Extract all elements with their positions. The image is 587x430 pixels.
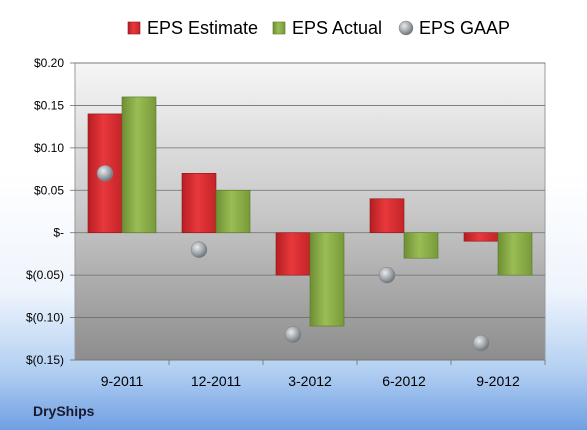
x-tick-label: 6-2012 xyxy=(382,373,426,389)
x-tick-label: 12-2011 xyxy=(191,373,242,389)
legend-swatch-estimate xyxy=(127,21,141,35)
legend-label-actual: EPS Actual xyxy=(292,18,382,38)
gaap-markers xyxy=(96,165,490,352)
eps-actual-bar xyxy=(497,232,533,276)
y-tick-label: $(0.15) xyxy=(26,353,64,367)
eps-estimate-bar xyxy=(181,173,217,234)
x-tick-label: 9-2011 xyxy=(101,373,144,389)
eps-gaap-marker xyxy=(378,266,396,284)
y-axis: $0.20 $0.15 $0.10 $0.05 $- $(0.05) $(0.10) $(0.… xyxy=(26,56,75,367)
eps-gaap-marker xyxy=(284,326,302,343)
y-tick-label: $(0.10) xyxy=(26,311,64,325)
y-tick-label: $0.05 xyxy=(34,183,64,197)
y-tick-label: $0.10 xyxy=(34,141,64,155)
y-tick-label: $(0.05) xyxy=(26,268,64,282)
x-tick-label: 9-2012 xyxy=(476,373,520,389)
y-tick-label: $0.15 xyxy=(34,98,64,112)
eps-actual-bar xyxy=(403,232,439,259)
eps-actual-bar xyxy=(215,189,251,234)
y-tick-label: $- xyxy=(53,226,64,240)
x-tick-label: 3-2012 xyxy=(288,373,332,389)
legend-swatch-gaap xyxy=(398,20,414,36)
y-tick-label: $0.20 xyxy=(34,56,64,70)
eps-actual-bar xyxy=(309,232,345,327)
company-name: DryShips xyxy=(33,403,95,419)
legend-swatch-actual xyxy=(272,21,286,35)
eps-estimate-bar xyxy=(275,232,311,276)
legend-label-gaap: EPS GAAP xyxy=(419,18,510,38)
eps-gaap-marker xyxy=(190,241,208,258)
eps-gaap-marker xyxy=(472,334,490,352)
legend-label-estimate: EPS Estimate xyxy=(147,18,258,38)
eps-estimate-bar xyxy=(369,198,405,234)
x-axis: 9-2011 12-2011 3-2012 6-2012 9-2012 xyxy=(101,360,546,389)
eps-estimate-bar xyxy=(463,232,499,242)
eps-gaap-marker xyxy=(96,165,114,182)
legend: EPS Estimate EPS Actual EPS GAAP xyxy=(127,18,510,38)
eps-actual-bar xyxy=(121,96,157,234)
